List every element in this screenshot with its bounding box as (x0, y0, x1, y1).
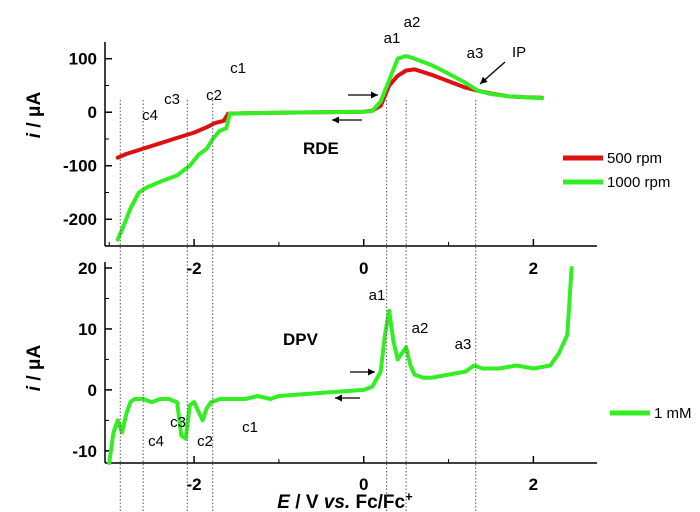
y-axis-label: i / μA (24, 344, 45, 391)
y-axis-label-symbol: i (24, 385, 45, 391)
series-line (107, 266, 574, 465)
y-axis-label-unit: / μA (24, 344, 45, 385)
legend-label: 1000 rpm (607, 174, 670, 191)
peak-label-c3: c3 (170, 414, 186, 431)
y-tick-label: -100 (63, 157, 97, 176)
x-tick-label: 0 (359, 475, 368, 494)
panel-title: RDE (303, 139, 339, 158)
y-tick-label: 100 (69, 50, 97, 69)
scan-forward-arrow-head (371, 91, 378, 99)
panel-title: DPV (283, 330, 319, 349)
x-axis-label-part: vs. (324, 492, 350, 512)
peak-label-c1: c1 (230, 60, 246, 77)
scan-forward-arrow-head (368, 368, 375, 376)
peak-label-c2: c2 (206, 87, 222, 104)
y-tick-label: 20 (78, 259, 97, 278)
y-tick-label: 10 (78, 320, 97, 339)
y-axis-label-symbol: i (24, 132, 45, 138)
scan-reverse-arrow-head (332, 116, 339, 124)
x-axis-label-part: Fc/Fc (350, 492, 405, 512)
x-tick-label: -2 (187, 475, 202, 494)
x-tick-label: 0 (359, 259, 368, 278)
x-tick-label: 2 (529, 259, 538, 278)
peak-label-c2: c2 (197, 433, 213, 450)
scan-reverse-arrow-head (335, 394, 342, 402)
peak-label-a1: a1 (384, 30, 401, 47)
y-tick-label: 0 (88, 103, 97, 122)
y-tick-label: -200 (63, 210, 97, 229)
x-axis-label: E / V vs. Fc/Fc+ (277, 489, 413, 512)
legend-label: 500 rpm (607, 150, 662, 167)
peak-label-a3: a3 (467, 45, 484, 62)
y-tick-label: -10 (72, 442, 97, 461)
series-line (115, 54, 544, 242)
peak-label-c4: c4 (148, 433, 164, 450)
y-axis-label-unit: / μA (24, 91, 45, 132)
x-axis-label-part: / V (290, 492, 324, 512)
x-axis-label-part: + (405, 489, 413, 504)
peak-label-a1: a1 (369, 287, 386, 304)
peak-label-a2: a2 (412, 320, 429, 337)
peak-label-c4: c4 (142, 107, 158, 124)
x-axis-label-part: E (277, 492, 291, 512)
ip-label: IP (512, 44, 526, 61)
peak-guide-lines (119, 100, 477, 512)
peak-label-a2: a2 (404, 14, 421, 31)
peak-label-a3: a3 (455, 336, 472, 353)
x-tick-label: -2 (187, 259, 202, 278)
y-tick-label: 0 (88, 381, 97, 400)
y-axis-label: i / μA (24, 91, 45, 138)
peak-label-c3: c3 (164, 91, 180, 108)
peak-label-c1: c1 (242, 419, 258, 436)
x-tick-label: 2 (529, 475, 538, 494)
legend-label: 1 mM (654, 405, 692, 422)
rde-panel: 100 0 -100 -200 -2 0 2 i / μA RDE 500 rpm 1000 rpm… (24, 14, 670, 278)
ip-arrow-head (480, 76, 488, 84)
